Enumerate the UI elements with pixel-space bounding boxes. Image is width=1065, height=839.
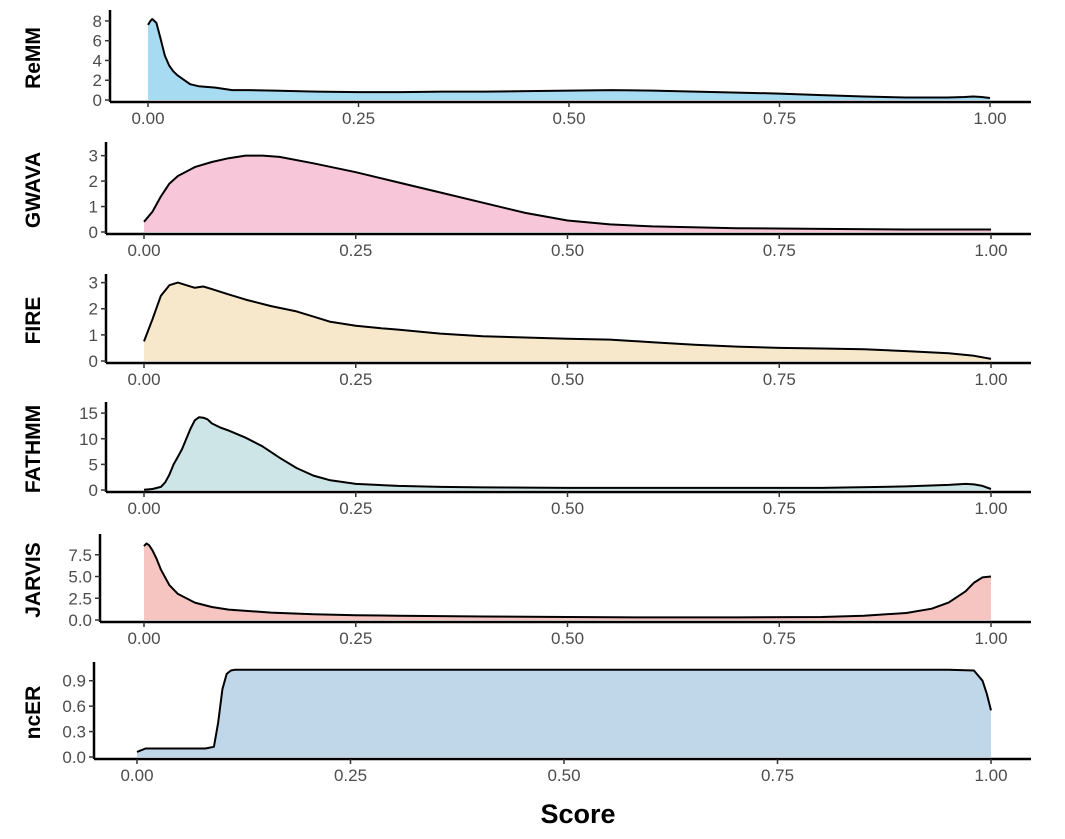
x-tick-label-jarvis: 0.75 xyxy=(763,629,796,648)
x-tick-label-fathmm: 0.00 xyxy=(127,499,160,518)
y-tick-label-ncer: 0.6 xyxy=(62,697,86,716)
y-tick-label-fathmm: 5 xyxy=(89,455,98,474)
density-line-ncer xyxy=(136,668,992,753)
panel-gwava: 0 1 2 3 0.00 0.25 0.50 0.75 1.00 GWAVA xyxy=(22,142,1031,260)
density-line-jarvis xyxy=(143,542,992,619)
x-tick-label-jarvis: 0.50 xyxy=(551,629,584,648)
x-tick-label-remm: 0.25 xyxy=(342,109,375,128)
panel-label-gwava: GWAVA xyxy=(22,152,45,228)
y-tick-label-remm: 4 xyxy=(93,51,102,70)
x-tick-label-fire: 0.50 xyxy=(551,370,584,389)
density-line-gwava xyxy=(143,154,991,231)
density-line-remm xyxy=(147,18,991,99)
y-tick-label-ncer: 0.0 xyxy=(62,748,86,767)
y-tick-label-remm: 8 xyxy=(93,12,102,31)
x-tick-label-fire: 0.00 xyxy=(127,370,160,389)
y-tick-label-remm: 0 xyxy=(93,91,102,110)
panel-label-remm: ReMM xyxy=(22,27,45,89)
y-tick-label-fathmm: 0 xyxy=(89,481,98,500)
x-tick-label-fathmm: 0.75 xyxy=(763,499,796,518)
y-tick-label-fire: 1 xyxy=(89,326,98,345)
x-tick-label-remm: 1.00 xyxy=(973,109,1006,128)
density-line-fire xyxy=(143,281,992,360)
x-tick-label-gwava: 0.50 xyxy=(551,241,584,260)
panel-fathmm: 0 5 10 15 0.00 0.25 0.50 0.75 1.00 FATHMM xyxy=(22,402,1031,518)
panel-label-fathmm: FATHMM xyxy=(22,405,45,493)
density-area-gwava xyxy=(144,155,991,232)
y-tick-label-fire: 2 xyxy=(89,300,98,319)
x-tick-label-remm: 0.00 xyxy=(131,109,164,128)
x-tick-label-fathmm: 0.25 xyxy=(339,499,372,518)
x-tick-label-fire: 1.00 xyxy=(974,370,1007,389)
x-tick-label-gwava: 0.00 xyxy=(127,241,160,260)
x-tick-label-remm: 0.50 xyxy=(552,109,585,128)
x-tick-label-ncer: 0.50 xyxy=(547,766,580,785)
x-tick-label-jarvis: 0.25 xyxy=(339,629,372,648)
density-line-fathmm xyxy=(143,416,992,491)
x-tick-label-fathmm: 1.00 xyxy=(974,499,1007,518)
density-area-fathmm xyxy=(144,417,991,490)
y-tick-label-gwava: 1 xyxy=(89,198,98,217)
x-tick-label-gwava: 0.75 xyxy=(763,241,796,260)
y-tick-label-remm: 2 xyxy=(93,71,102,90)
panel-fire: 0 1 2 3 0.00 0.25 0.50 0.75 1.00 FIRE xyxy=(22,274,1031,389)
y-tick-label-jarvis: 2.5 xyxy=(68,589,92,608)
density-area-jarvis xyxy=(144,543,991,620)
y-tick-label-gwava: 3 xyxy=(89,147,98,166)
y-tick-label-gwava: 0 xyxy=(89,223,98,242)
density-area-fire xyxy=(144,282,991,361)
y-tick-label-remm: 6 xyxy=(93,32,102,51)
x-tick-label-jarvis: 1.00 xyxy=(974,629,1007,648)
panel-jarvis: 0.0 2.5 5.0 7.5 0.00 0.25 0.50 0.75 1.00 JARVIS xyxy=(22,534,1031,648)
panel-ncer: 0.0 0.3 0.6 0.9 0.00 0.25 0.50 0.75 1.00 ncER xyxy=(22,662,1031,785)
panel-label-ncer: ncER xyxy=(22,686,45,740)
x-tick-label-remm: 0.75 xyxy=(763,109,796,128)
y-tick-label-fire: 3 xyxy=(89,274,98,293)
panel-label-jarvis: JARVIS xyxy=(22,542,45,617)
y-tick-label-fire: 0 xyxy=(89,352,98,371)
y-tick-label-gwava: 2 xyxy=(89,172,98,191)
x-tick-label-gwava: 1.00 xyxy=(974,241,1007,260)
x-tick-label-ncer: 0.00 xyxy=(120,766,153,785)
x-tick-label-ncer: 0.25 xyxy=(334,766,367,785)
density-area-ncer xyxy=(137,669,991,757)
panel-label-fire: FIRE xyxy=(22,297,45,345)
x-axis-title: Score xyxy=(540,799,615,829)
y-tick-label-ncer: 0.3 xyxy=(62,723,86,742)
x-tick-label-ncer: 1.00 xyxy=(974,766,1007,785)
y-tick-label-fathmm: 15 xyxy=(79,404,98,423)
y-tick-label-ncer: 0.9 xyxy=(62,672,86,691)
x-tick-label-fire: 0.25 xyxy=(339,370,372,389)
y-tick-label-jarvis: 0.0 xyxy=(68,611,92,630)
density-area-remm xyxy=(148,19,990,100)
y-tick-label-jarvis: 7.5 xyxy=(68,546,92,565)
x-tick-label-fire: 0.75 xyxy=(763,370,796,389)
x-tick-label-fathmm: 0.50 xyxy=(551,499,584,518)
y-tick-label-jarvis: 5.0 xyxy=(68,568,92,587)
x-tick-label-ncer: 0.75 xyxy=(761,766,794,785)
y-tick-label-fathmm: 10 xyxy=(79,430,98,449)
x-tick-label-gwava: 0.25 xyxy=(339,241,372,260)
x-tick-label-jarvis: 0.00 xyxy=(127,629,160,648)
